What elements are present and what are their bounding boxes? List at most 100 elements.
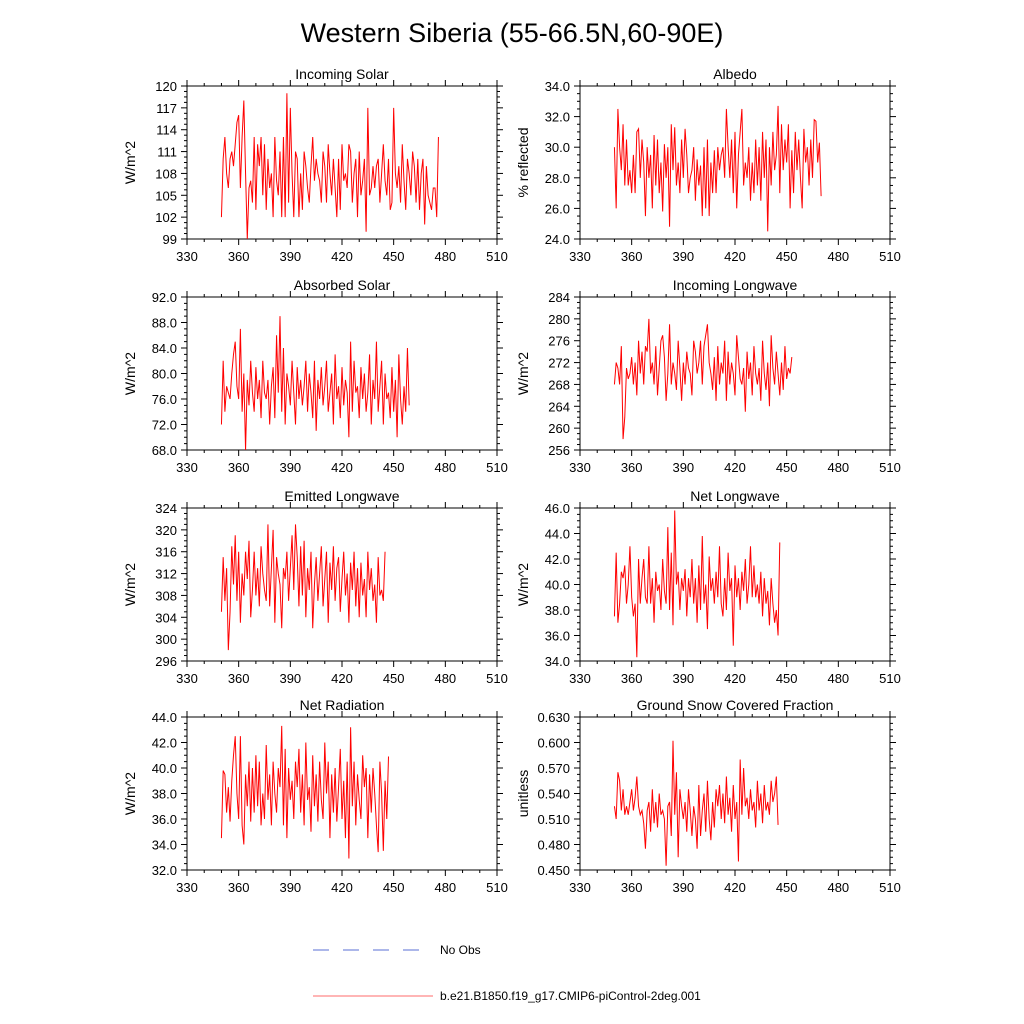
x-tick-label: 510: [486, 671, 508, 686]
x-tick-label: 480: [827, 880, 849, 895]
series-line: [220, 316, 410, 451]
y-tick-label: 300: [155, 632, 177, 647]
y-tick-label: 308: [155, 588, 177, 603]
y-tick-label: 0.510: [537, 812, 570, 827]
legend: No Obs b.e21.B1850.f19_g17.CMIP6-piContr…: [313, 943, 701, 1003]
y-axis-label: W/m^2: [122, 563, 138, 606]
x-tick-label: 450: [383, 671, 405, 686]
plot-frame: [579, 716, 891, 871]
x-tick-label: 510: [486, 460, 508, 475]
y-tick-label: 0.600: [537, 736, 570, 751]
series-line: [613, 105, 822, 232]
x-tick-label: 480: [434, 880, 456, 895]
series-line: [613, 740, 779, 866]
x-tick-label: 420: [724, 460, 746, 475]
y-tick-label: 42.0: [545, 552, 570, 567]
x-tick-label: 450: [383, 249, 405, 264]
x-tick-label: 330: [176, 880, 198, 895]
panel-title: Emitted Longwave: [284, 488, 399, 504]
y-tick-label: 280: [548, 312, 570, 327]
x-tick-label: 450: [776, 460, 798, 475]
y-tick-label: 0.540: [537, 787, 570, 802]
y-tick-label: 120: [155, 79, 177, 94]
y-axis-label: W/m^2: [122, 772, 138, 815]
y-tick-label: 320: [155, 523, 177, 538]
y-tick-label: 34.0: [152, 838, 177, 853]
plot-frame: [186, 716, 498, 871]
x-tick-label: 360: [228, 249, 250, 264]
x-tick-label: 330: [569, 249, 591, 264]
x-tick-label: 330: [569, 671, 591, 686]
y-tick-label: 117: [156, 101, 177, 116]
y-tick-label: 276: [548, 334, 570, 349]
y-tick-label: 296: [155, 654, 177, 669]
x-tick-label: 390: [672, 460, 694, 475]
y-tick-label: 36.0: [545, 629, 570, 644]
legend-label-model: b.e21.B1850.f19_g17.CMIP6-piControl-2deg…: [440, 989, 701, 1003]
y-tick-label: 32.0: [152, 863, 177, 878]
y-tick-label: 34.0: [545, 654, 570, 669]
x-tick-label: 360: [228, 671, 250, 686]
series-line: [220, 524, 386, 651]
y-tick-label: 102: [155, 210, 177, 225]
y-tick-label: 40.0: [152, 761, 177, 776]
panel-title: Ground Snow Covered Fraction: [637, 697, 834, 713]
y-axis-label: W/m^2: [122, 352, 138, 395]
y-tick-label: 0.570: [537, 761, 570, 776]
y-tick-label: 105: [155, 188, 177, 203]
x-tick-label: 420: [724, 880, 746, 895]
x-tick-label: 480: [434, 671, 456, 686]
panel-1: Incoming Solar W/m^2 330 360 390 420 450 480 510…: [122, 66, 508, 264]
x-tick-label: 510: [879, 460, 901, 475]
figure-title: Western Siberia (55-66.5N,60-90E): [301, 18, 724, 48]
x-tick-label: 360: [228, 460, 250, 475]
y-tick-label: 76.0: [152, 392, 177, 407]
x-tick-label: 420: [331, 460, 353, 475]
y-tick-label: 26.0: [545, 201, 570, 216]
legend-label-no-obs: No Obs: [440, 943, 481, 957]
panel-5: Emitted Longwave W/m^2 330 360 390 420 450 480 5…: [122, 488, 508, 686]
series-line: [613, 318, 793, 440]
y-tick-label: 32.0: [545, 110, 570, 125]
x-tick-label: 390: [672, 880, 694, 895]
y-tick-label: 0.630: [537, 710, 570, 725]
x-tick-label: 420: [331, 671, 353, 686]
y-tick-label: 40.0: [545, 578, 570, 593]
x-tick-label: 330: [176, 460, 198, 475]
y-tick-label: 260: [548, 421, 570, 436]
panel-title: Net Radiation: [300, 697, 385, 713]
y-tick-label: 312: [155, 567, 177, 582]
y-tick-label: 111: [157, 145, 177, 160]
x-tick-label: 450: [776, 249, 798, 264]
y-tick-label: 108: [155, 166, 177, 181]
y-axis-label: % reflected: [515, 127, 531, 197]
x-tick-label: 360: [621, 671, 643, 686]
panel-7: Net Radiation W/m^2 330 360 390 420 450 480 510 3…: [122, 697, 508, 895]
x-tick-label: 480: [434, 249, 456, 264]
x-tick-label: 420: [331, 880, 353, 895]
x-tick-label: 480: [827, 671, 849, 686]
panel-2: Albedo % reflected 330 360 390 420 450 480 510 24…: [515, 66, 901, 264]
x-tick-label: 390: [672, 249, 694, 264]
y-tick-label: 0.480: [537, 838, 570, 853]
x-tick-label: 330: [176, 249, 198, 264]
y-axis-label: W/m^2: [515, 352, 531, 395]
panel-3: Absorbed Solar W/m^2 330 360 390 420 450 480 510…: [122, 277, 508, 475]
x-tick-label: 330: [569, 880, 591, 895]
x-tick-label: 450: [776, 671, 798, 686]
y-tick-label: 0.450: [537, 863, 570, 878]
y-tick-label: 99: [163, 232, 177, 247]
x-tick-label: 390: [279, 671, 301, 686]
x-tick-label: 480: [827, 460, 849, 475]
x-tick-label: 390: [279, 880, 301, 895]
x-tick-label: 390: [279, 249, 301, 264]
series-line: [613, 510, 781, 658]
panels: Incoming Solar W/m^2 330 360 390 420 450 480 510…: [122, 66, 901, 895]
y-tick-label: 256: [548, 443, 570, 458]
y-tick-label: 68.0: [152, 443, 177, 458]
x-tick-label: 420: [724, 249, 746, 264]
plot-frame: [579, 85, 891, 240]
panel-title: Incoming Longwave: [673, 277, 798, 293]
x-tick-label: 510: [879, 671, 901, 686]
y-tick-label: 324: [155, 501, 177, 516]
